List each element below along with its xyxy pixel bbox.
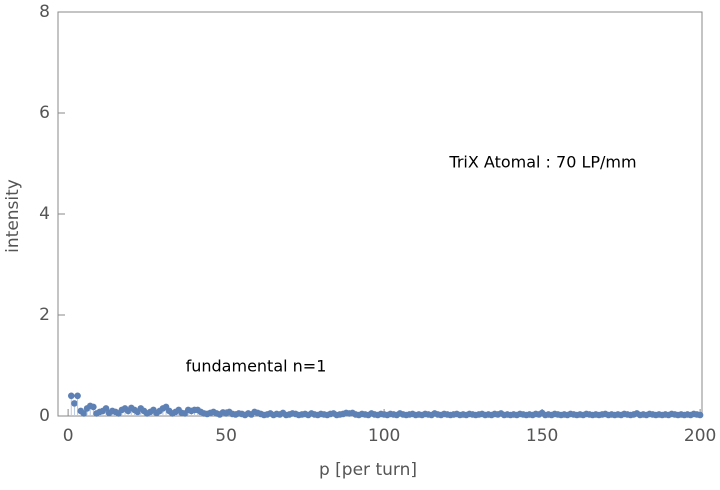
annotation: TriX Atomal : 70 LP/mm [448, 153, 636, 172]
x-tick-label: 150 [526, 426, 558, 446]
x-tick-label: 200 [684, 426, 716, 446]
point [80, 410, 88, 417]
x-tick-label: 100 [368, 426, 400, 446]
point [90, 403, 97, 411]
plot-frame [57, 11, 703, 417]
annotation: fundamental n=1 [186, 357, 327, 376]
x-axis-label: p [per turn] [319, 460, 417, 480]
y-axis-label: intensity [3, 179, 23, 253]
point [67, 392, 75, 400]
point [74, 392, 81, 400]
point [696, 411, 704, 419]
x-tick-label: 0 [63, 426, 74, 446]
y-tick-label: 8 [39, 2, 50, 22]
y-tick-label: 2 [39, 305, 50, 325]
y-tick-label: 0 [39, 406, 50, 426]
y-tick-label: 4 [39, 204, 50, 224]
point [71, 400, 78, 407]
y-tick-label: 6 [39, 103, 50, 123]
x-tick-label: 50 [215, 426, 237, 446]
